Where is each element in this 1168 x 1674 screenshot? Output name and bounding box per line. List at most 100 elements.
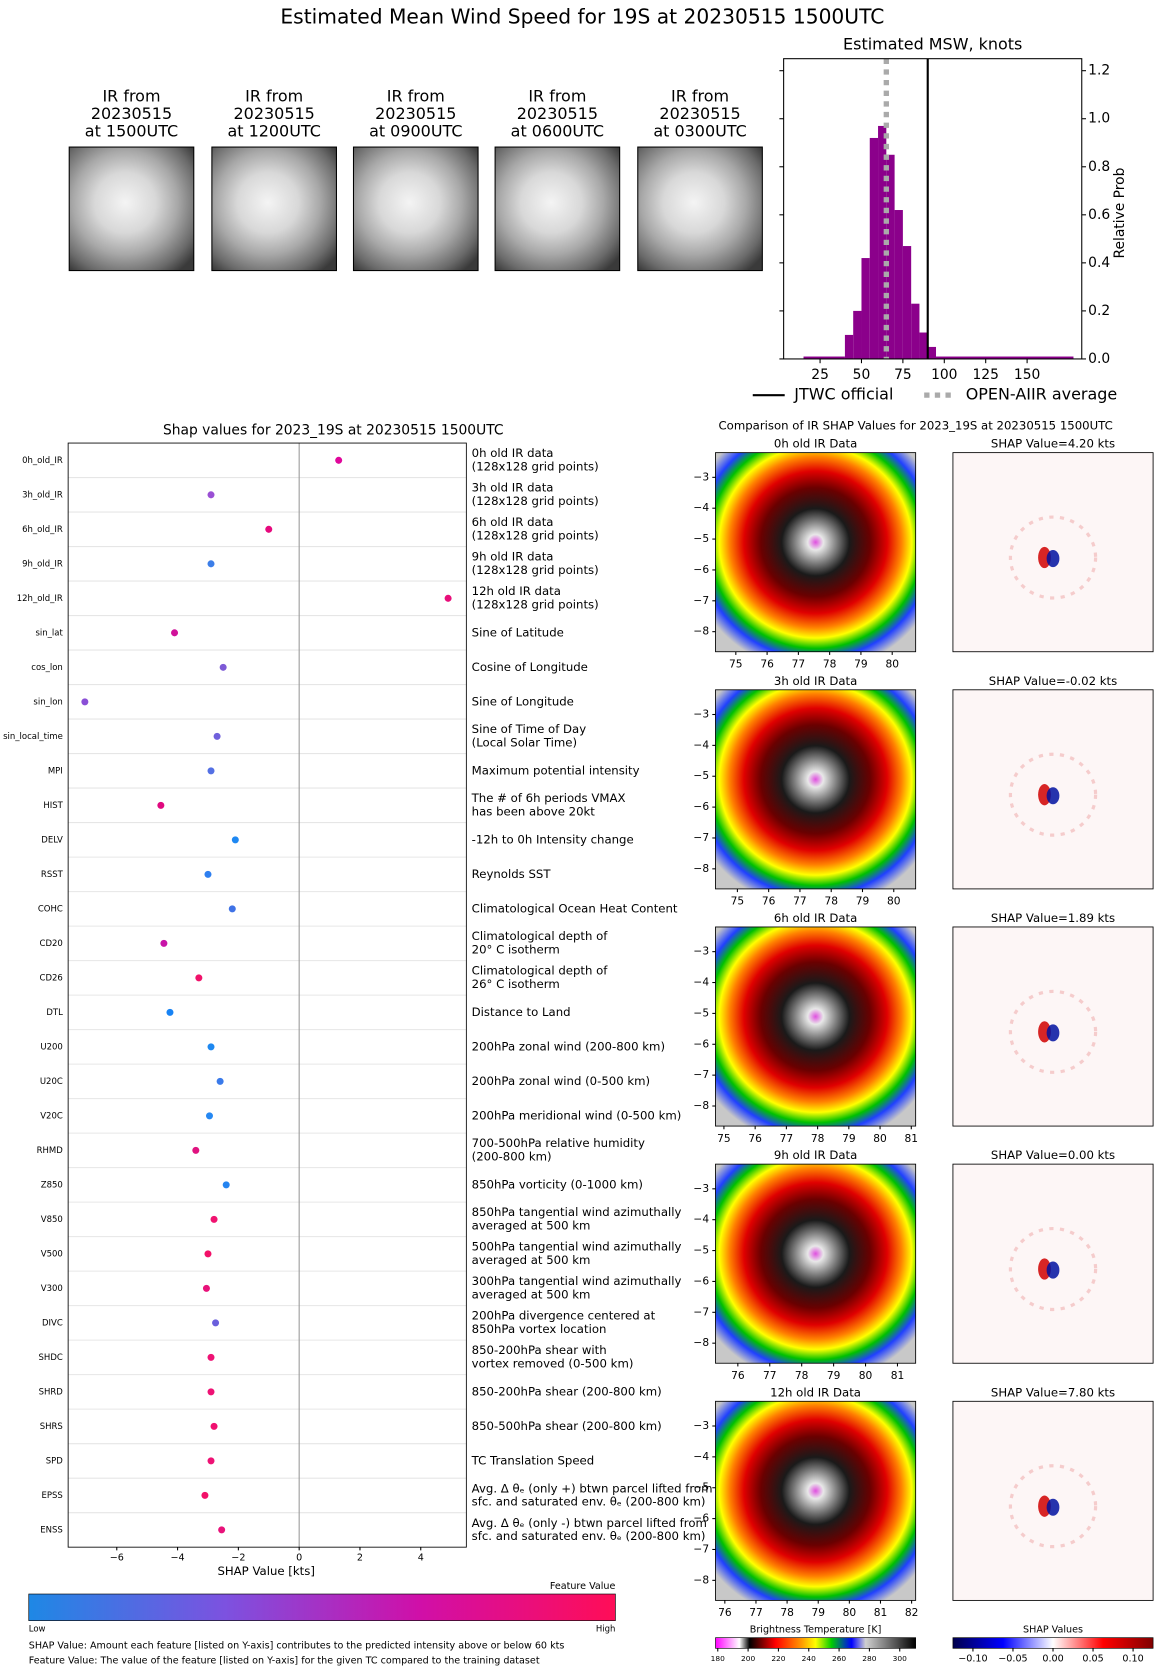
y-tick-label: −8 — [693, 1573, 709, 1586]
colorbar-tick-label: 240 — [802, 1654, 816, 1663]
x-tick-label: 78 — [780, 1606, 794, 1619]
feature-description: 850hPa tangential wind azimuthally — [472, 1205, 682, 1219]
feature-description: (200-800 km) — [472, 1150, 552, 1164]
bar — [803, 356, 845, 359]
feature-label: sin_lon — [33, 697, 62, 707]
feature-label: V20C — [40, 1111, 63, 1121]
ir-image — [715, 926, 917, 1127]
x-tick-label: 79 — [811, 1606, 825, 1619]
y-tick-label: −6 — [693, 1274, 709, 1287]
y-tick-label: −5 — [693, 1244, 709, 1257]
feature-label: sin_local_time — [3, 732, 63, 742]
ir-image — [715, 689, 917, 890]
bar — [894, 210, 903, 359]
x-tick-label: 150 — [1014, 367, 1040, 383]
feature-label: 0h_old_IR — [22, 456, 63, 466]
shap-blob — [1008, 989, 1098, 1074]
x-axis-label: SHAP Value [kts] — [217, 1564, 314, 1578]
shap-dot — [195, 974, 203, 982]
colorbar-tick-label: 300 — [893, 1654, 907, 1663]
ir-thumbnail — [494, 146, 621, 272]
feature-label: HIST — [43, 801, 63, 811]
y-tick-label: −6 — [693, 563, 709, 576]
y-tick-label: −6 — [693, 1512, 709, 1525]
thumbnail-title: IR from — [245, 87, 303, 106]
shap-dot — [192, 1146, 200, 1154]
feature-description: 9h old IR data — [472, 550, 554, 564]
feature-description: Climatological depth of — [472, 929, 609, 943]
feature-label: CD20 — [40, 939, 63, 949]
bar — [861, 258, 870, 359]
shap-panel-title: SHAP Value=-0.02 kts — [989, 674, 1117, 688]
colorbar-label: SHAP Values — [1023, 1625, 1083, 1636]
thumbnail-title: at 1200UTC — [227, 122, 320, 141]
y-tick-label: 0.8 — [1088, 159, 1110, 175]
feature-label: V300 — [41, 1284, 63, 1294]
x-tick-label: 2 — [357, 1552, 363, 1563]
y-tick-label: −4 — [693, 501, 709, 514]
bar — [936, 356, 1074, 359]
feature-description: 3h old IR data — [472, 481, 554, 495]
shap-dot — [207, 1353, 215, 1361]
feature-colorbar — [28, 1593, 616, 1621]
feature-description: (128x128 grid points) — [472, 459, 599, 473]
shap-panel-title: SHAP Value=4.20 kts — [991, 437, 1115, 451]
thumbnail-title: 20230515 — [517, 104, 598, 123]
feature-label: DTL — [46, 1008, 63, 1018]
shap-dot — [265, 525, 273, 533]
feature-description: has been above 20kt — [472, 804, 596, 818]
feature-description: (128x128 grid points) — [472, 597, 599, 611]
feature-label: CD26 — [40, 973, 63, 983]
feature-description: The # of 6h periods VMAX — [471, 791, 626, 805]
bar — [911, 303, 920, 359]
y-tick-label: −3 — [693, 1182, 709, 1195]
ir-thumbnail — [211, 146, 337, 272]
feature-description: (128x128 grid points) — [472, 563, 599, 577]
y-tick-label: 0.0 — [1088, 351, 1110, 367]
x-tick-label: 79 — [854, 658, 868, 671]
shap-blob — [1008, 1464, 1098, 1549]
feature-description: 200hPa meridional wind (0-500 km) — [472, 1108, 682, 1122]
x-tick-label: 77 — [780, 1132, 794, 1145]
y-tick-label: 1.0 — [1088, 111, 1110, 127]
ir-panel-title: 9h old IR Data — [774, 1148, 857, 1162]
shap-panel-title: SHAP Value=7.80 kts — [991, 1385, 1115, 1399]
x-tick-label: 77 — [749, 1606, 763, 1619]
legend-label: JTWC official — [793, 385, 893, 404]
feature-label: U20C — [40, 1077, 63, 1087]
colorbar-title: Feature Value — [550, 1581, 616, 1592]
chart-title: Shap values for 2023_19S at 20230515 150… — [163, 422, 504, 438]
axes-frame — [783, 58, 1083, 360]
y-tick-label: −5 — [693, 532, 709, 545]
feature-description: 850hPa vorticity (0-1000 km) — [472, 1177, 643, 1191]
y-tick-label: −4 — [693, 1450, 709, 1463]
shap-dot — [81, 698, 89, 706]
ir-panel-title: 12h old IR Data — [770, 1385, 861, 1399]
colorbar-label: Brightness Temperature [K] — [750, 1625, 882, 1636]
colorbar-tick-label: 0.10 — [1122, 1653, 1143, 1664]
shap-dot — [231, 836, 239, 844]
shap-dot — [207, 1388, 215, 1396]
x-tick-label: 80 — [843, 1606, 857, 1619]
shap-dot — [171, 629, 179, 637]
thumbnail-title: IR from — [102, 87, 160, 106]
feature-description: 850-500hPa shear (200-800 km) — [472, 1419, 662, 1433]
bar — [927, 346, 937, 359]
x-tick-label: 76 — [731, 1369, 745, 1382]
shap-dot — [228, 905, 236, 913]
y-tick-label: −7 — [693, 1542, 709, 1555]
feature-label: RSST — [41, 870, 64, 880]
feature-description: (Local Solar Time) — [472, 735, 577, 749]
feature-description: sfc. and saturated env. θₑ (200-800 km) — [472, 1529, 706, 1543]
thumbnail-title: 20230515 — [375, 104, 456, 123]
x-tick-label: 79 — [827, 1369, 841, 1382]
y-tick-label: −5 — [693, 1006, 709, 1019]
x-tick-label: 79 — [842, 1132, 856, 1145]
feature-label: SHRD — [39, 1387, 64, 1397]
x-tick-label: 76 — [762, 895, 776, 908]
shap-dot — [218, 1526, 226, 1534]
x-tick-label: 82 — [905, 1606, 919, 1619]
y-tick-label: −4 — [693, 976, 709, 989]
feature-description: Cosine of Longitude — [472, 660, 588, 674]
